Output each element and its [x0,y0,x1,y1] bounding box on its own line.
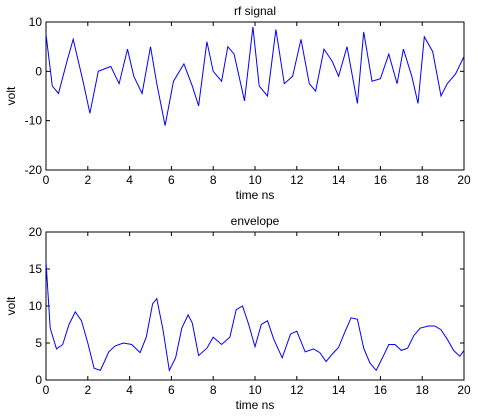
rf-signal-x-axis-label: time ns [236,188,275,202]
envelope-x-tick-label: 10 [248,383,262,397]
rf-signal-x-tick-label: 20 [457,173,471,187]
envelope-ticks: 0 2 4 6 8 10 12 14 16 18 20 0 5 10 15 20 [29,225,471,397]
rf-signal-y-tick-label: -20 [25,163,43,177]
rf-signal-x-tick-label: 14 [332,173,346,187]
rf-signal-title: rf signal [234,4,276,18]
envelope-x-tick-label: 16 [374,383,388,397]
envelope-y-tick-label: 15 [29,262,43,276]
envelope-x-axis-label: time ns [236,398,275,412]
rf-signal-x-tick-label: 4 [126,173,133,187]
envelope-y-axis-label: volt [4,296,18,315]
envelope-x-tick-label: 12 [290,383,304,397]
envelope-x-tick-label: 0 [43,383,50,397]
rf-signal-x-tick-label: 2 [84,173,91,187]
envelope-plot: 0 2 4 6 8 10 12 14 16 18 20 0 5 10 15 20 envelope time … [4,214,471,412]
envelope-y-tick-label: 0 [35,373,42,387]
envelope-x-tick-label: 6 [168,383,175,397]
envelope-y-tick-label: 10 [29,299,43,313]
rf-signal-series-line [45,26,465,126]
envelope-x-tick-label: 8 [210,383,217,397]
rf-signal-x-tick-label: 8 [210,173,217,187]
envelope-x-tick-label: 20 [457,383,471,397]
envelope-series-line [45,261,465,373]
rf-signal-x-tick-label: 0 [43,173,50,187]
envelope-x-tick-label: 14 [332,383,346,397]
rf-signal-x-tick-label: 6 [168,173,175,187]
rf-signal-y-tick-label: 0 [35,64,42,78]
envelope-y-tick-label: 20 [29,225,43,239]
envelope-x-tick-label: 18 [416,383,430,397]
rf-signal-x-tick-label: 18 [416,173,430,187]
rf-signal-y-tick-label: 10 [29,15,43,29]
envelope-x-tick-label: 2 [84,383,91,397]
envelope-title: envelope [231,214,280,228]
envelope-x-tick-label: 4 [126,383,133,397]
rf-signal-plot: 0 2 4 6 8 10 12 14 16 18 20 -20 -10 0 10 rf signal tim… [4,4,471,202]
rf-signal-x-tick-label: 12 [290,173,304,187]
envelope-axes-frame [45,231,465,381]
rf-signal-y-axis-label: volt [4,86,18,105]
rf-signal-x-tick-label: 16 [374,173,388,187]
rf-signal-ticks: 0 2 4 6 8 10 12 14 16 18 20 -20 -10 0 10 [25,15,471,187]
rf-signal-y-tick-label: -10 [25,114,43,128]
rf-signal-x-tick-label: 10 [248,173,262,187]
envelope-y-tick-label: 5 [35,336,42,350]
